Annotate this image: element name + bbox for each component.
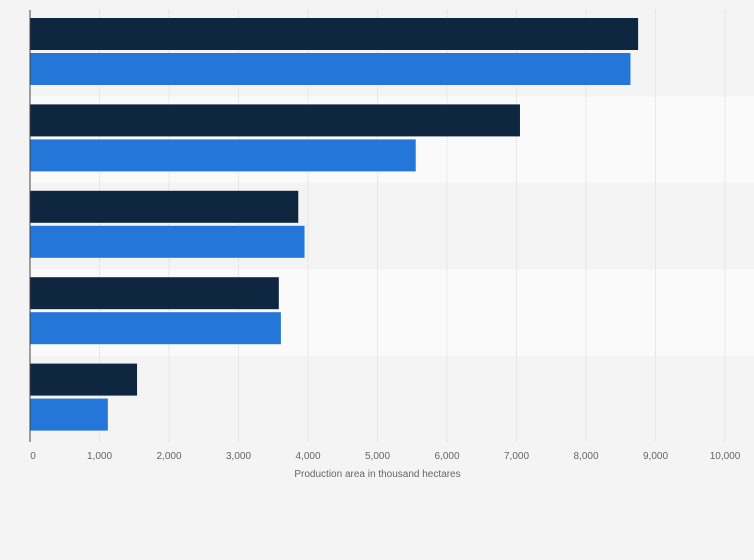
x-axis-title: Production area in thousand hectares	[294, 469, 460, 480]
bar-category-2-series-2	[30, 139, 416, 172]
bar-category-4-series-1	[30, 277, 279, 310]
x-tick-label-1000: 1,000	[87, 451, 112, 462]
x-tick-label-10000: 10,000	[710, 451, 741, 462]
bar-category-3-series-2	[30, 225, 305, 258]
bars	[30, 18, 639, 431]
bar-category-5-series-1	[30, 363, 138, 396]
category-band-5	[30, 355, 754, 442]
x-tick-label-0: 0	[30, 451, 36, 462]
x-tick-label-6000: 6,000	[434, 451, 459, 462]
bar-category-5-series-2	[30, 398, 108, 431]
bar-category-1-series-2	[30, 53, 631, 85]
x-tick-label-2000: 2,000	[156, 451, 181, 462]
x-tick-label-7000: 7,000	[504, 451, 529, 462]
x-tick-label-8000: 8,000	[573, 451, 598, 462]
bar-category-3-series-1	[30, 190, 299, 223]
x-tick-label-9000: 9,000	[643, 451, 668, 462]
x-tick-label-4000: 4,000	[295, 451, 320, 462]
bar-category-2-series-1	[30, 104, 520, 137]
x-tick-label-3000: 3,000	[226, 451, 251, 462]
bar-category-4-series-2	[30, 312, 281, 345]
x-axis-tick-labels: 0 1,000 2,000 3,000 4,000 5,000 6,000 7,000 8,00…	[30, 451, 741, 462]
x-tick-label-5000: 5,000	[365, 451, 390, 462]
bar-category-1-series-1	[30, 18, 639, 50]
